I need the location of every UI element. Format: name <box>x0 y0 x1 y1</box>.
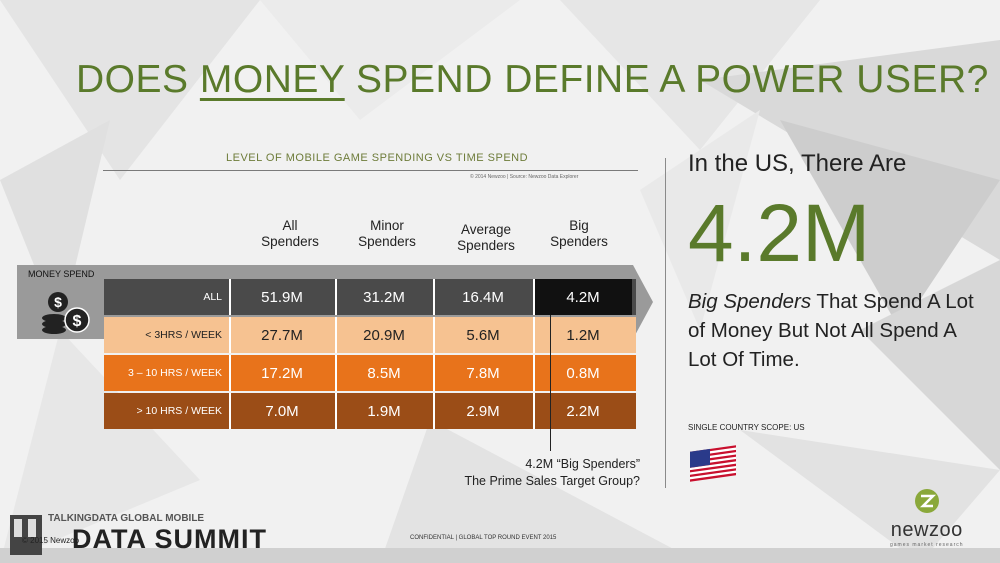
column-separator <box>533 279 535 315</box>
callout-line1: 4.2M “Big Spenders” <box>525 457 640 471</box>
column-header-line2: Spenders <box>358 234 416 249</box>
table-cell: 51.9M <box>261 288 303 306</box>
side-text-italic: Big Spenders <box>688 290 812 313</box>
confidential-footer: CONFIDENTIAL | GLOBAL TOP ROUND EVENT 20… <box>410 535 557 541</box>
column-header-line2: Spenders <box>457 238 515 253</box>
column-separator <box>433 317 435 353</box>
table-cell: 8.5M <box>367 364 401 382</box>
side-text-body: That Spend A Lot of Money But Not All Sp… <box>688 290 974 371</box>
column-separator <box>533 393 535 429</box>
table-cell: 5.6M <box>466 326 500 344</box>
money-spend-label: MONEY SPEND <box>28 269 95 279</box>
page-title: DOES MONEY SPEND DEFINE A POWER USER? <box>76 58 989 102</box>
column-separator <box>335 393 337 429</box>
column-separator <box>533 355 535 391</box>
column-separator <box>433 393 435 429</box>
table-cell: 1.9M <box>367 402 401 420</box>
chart-divider <box>103 170 638 171</box>
column-separator <box>533 317 535 353</box>
column-header-line1: Big <box>569 218 589 233</box>
column-header-line1: Average <box>460 222 512 237</box>
table-cell: 20.9M <box>363 326 405 344</box>
row-label: > 10 HRS / WEEK <box>136 405 223 417</box>
table-cell: 7.8M <box>466 364 500 382</box>
column-separator <box>335 355 337 391</box>
row-label: < 3HRS / WEEK <box>145 329 222 341</box>
svg-text:$: $ <box>73 313 82 330</box>
table-cell: 16.4M <box>462 288 504 306</box>
column-header-line1: Minor <box>370 218 404 233</box>
column-separator <box>229 279 231 315</box>
column-header-minor: Minor Spenders <box>342 218 432 250</box>
logo-tagline: games market research <box>890 542 964 548</box>
us-flag-icon <box>690 445 736 482</box>
column-header-all: All Spenders <box>245 218 335 250</box>
table-cell: 4.2M <box>534 279 632 315</box>
table-row: ALL 51.9M 31.2M 16.4M 4.2M <box>104 279 636 315</box>
copyright: © 2015 Newzoo <box>22 536 80 545</box>
table-cell: 7.0M <box>265 402 299 420</box>
column-separator <box>433 355 435 391</box>
title-underlined: MONEY <box>199 58 345 101</box>
column-separator <box>229 393 231 429</box>
table-cell: 1.2M <box>534 317 632 353</box>
vertical-divider <box>665 158 666 488</box>
event-logo-icon <box>10 515 42 555</box>
row-label: ALL <box>203 291 222 303</box>
column-header-big: Big Spenders <box>534 218 624 250</box>
column-separator <box>433 279 435 315</box>
column-header-line2: Spenders <box>261 234 319 249</box>
column-separator <box>335 279 337 315</box>
callout-text: 4.2M “Big Spenders” The Prime Sales Targ… <box>380 456 640 490</box>
column-separator <box>335 317 337 353</box>
big-number: 4.2M <box>688 188 871 279</box>
table-row: > 10 HRS / WEEK 7.0M 1.9M 2.9M 2.2M <box>104 393 636 429</box>
logo-name: newzoo <box>890 519 963 541</box>
newzoo-logo-icon <box>914 489 939 513</box>
table-row: < 3HRS / WEEK 27.7M 20.9M 5.6M 1.2M <box>104 317 636 353</box>
callout-line2: The Prime Sales Target Group? <box>464 474 640 488</box>
newzoo-logo: newzoo games market research <box>890 488 964 548</box>
title-pre: DOES <box>76 58 200 101</box>
coins-icon: $ $ <box>42 292 90 334</box>
column-header-line1: All <box>282 218 298 233</box>
side-heading: In the US, There Are <box>688 150 907 177</box>
side-text: Big Spenders That Spend A Lot of Money B… <box>688 287 988 374</box>
event-line2: DATA SUMMIT <box>72 524 267 554</box>
table-cell: 31.2M <box>363 288 405 306</box>
column-header-average: Average Spenders <box>441 222 531 254</box>
chart-title: LEVEL OF MOBILE GAME SPENDING VS TIME SP… <box>226 152 529 164</box>
table-cell: 2.9M <box>466 402 500 420</box>
title-post: SPEND DEFINE A POWER USER? <box>344 58 989 101</box>
event-line1: TALKINGDATA GLOBAL MOBILE <box>48 513 205 524</box>
table-cell: 2.2M <box>534 393 632 429</box>
column-separator <box>229 355 231 391</box>
table-cell: 17.2M <box>261 364 303 382</box>
scope-label: SINGLE COUNTRY SCOPE: US <box>688 423 805 432</box>
table-row: 3 – 10 HRS / WEEK 17.2M 8.5M 7.8M 0.8M <box>104 355 636 391</box>
chart-source: © 2014 Newzoo | Source: Newzoo Data Expl… <box>470 174 579 180</box>
column-header-line2: Spenders <box>550 234 608 249</box>
column-separator <box>229 317 231 353</box>
svg-text:$: $ <box>54 294 62 310</box>
row-label: 3 – 10 HRS / WEEK <box>128 367 222 379</box>
table-cell: 27.7M <box>261 326 303 344</box>
table-cell: 0.8M <box>534 355 632 391</box>
callout-line <box>550 315 551 451</box>
